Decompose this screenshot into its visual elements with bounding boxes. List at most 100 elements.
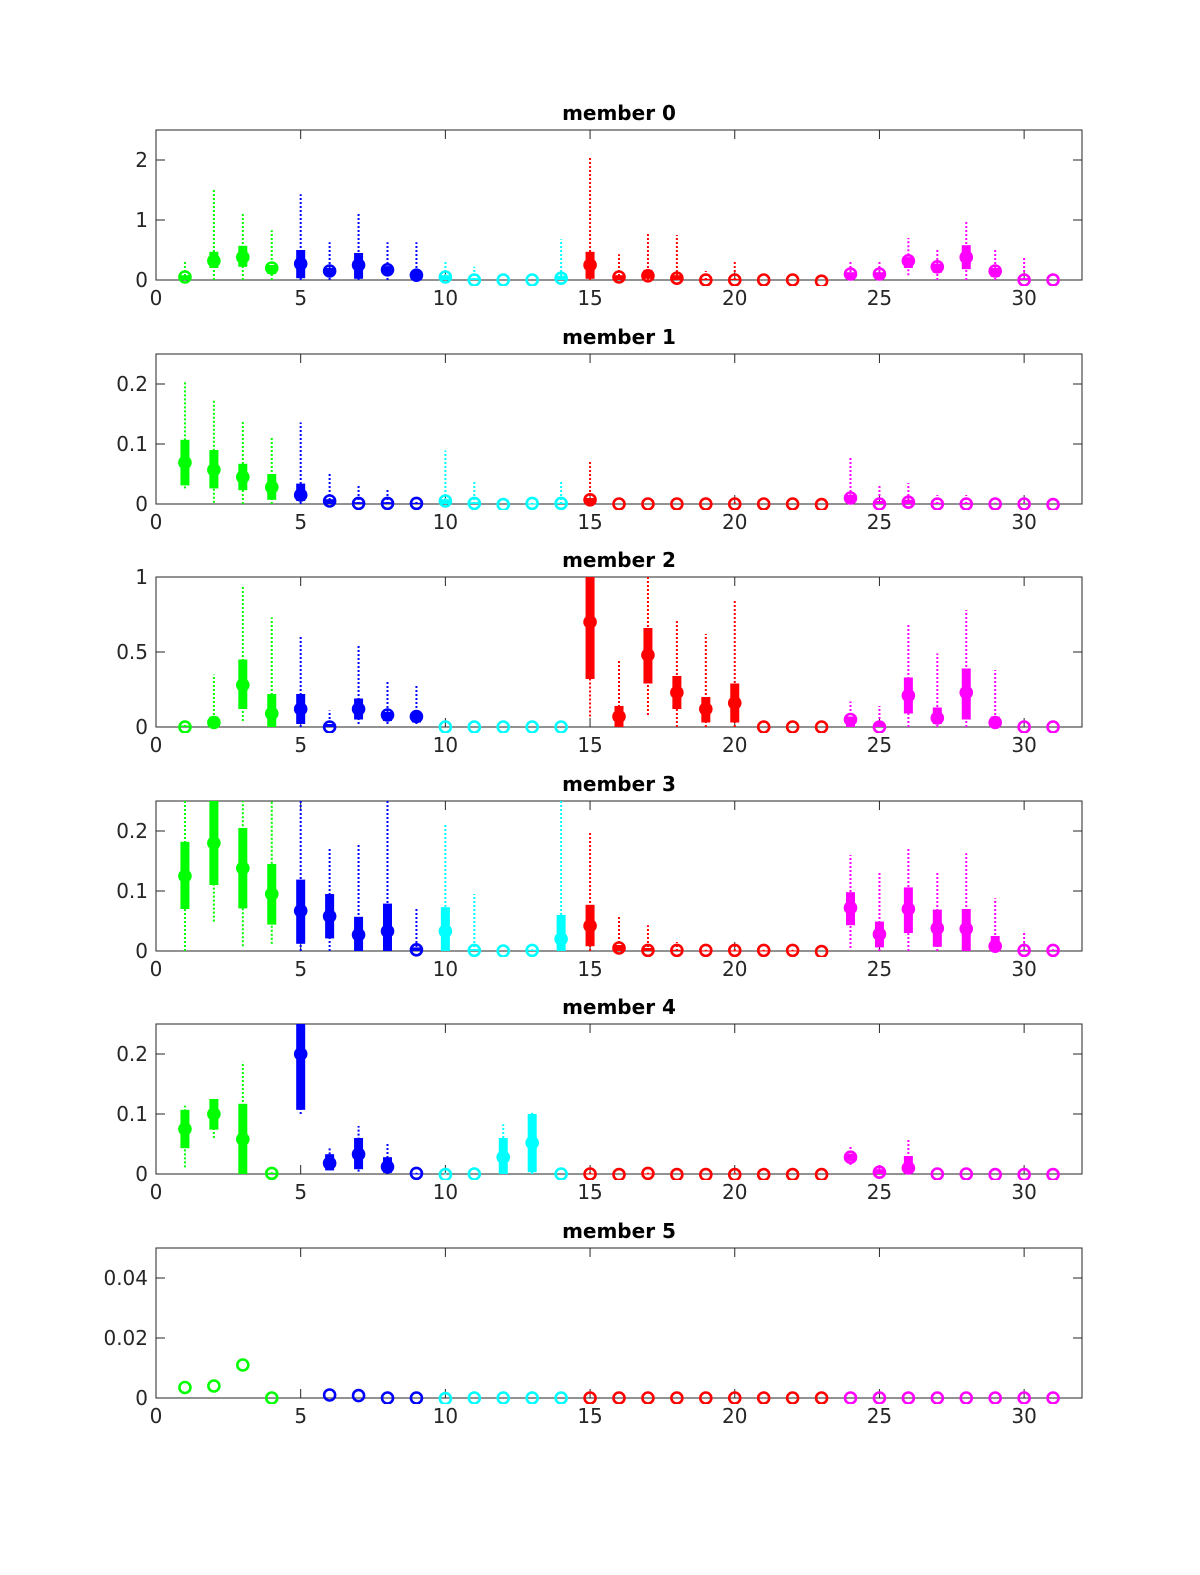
median-marker: [930, 497, 945, 510]
box-x11: [467, 1391, 482, 1404]
box-x12: [496, 1124, 511, 1174]
median-marker: [1046, 720, 1060, 733]
median-marker: [901, 1391, 916, 1404]
median-marker: [207, 1379, 221, 1393]
box-x24: [843, 855, 858, 948]
median-marker: [264, 1391, 279, 1404]
box-x20: [727, 1391, 742, 1404]
box-iqr: [296, 879, 306, 944]
x-tick-label: 10: [433, 1404, 458, 1428]
boxplot-marks: [178, 157, 1060, 286]
box-x20: [727, 262, 742, 286]
y-tick-label: 0: [135, 939, 148, 963]
median-marker: [641, 1166, 655, 1180]
y-tick-label: 2: [135, 148, 148, 172]
box-x22: [785, 273, 800, 286]
median-marker: [612, 1391, 626, 1404]
box-iqr: [585, 1173, 595, 1175]
median-marker: [467, 943, 482, 957]
box-x15: [583, 1391, 597, 1404]
box-x29: [988, 1167, 1002, 1180]
box-x10: [438, 1167, 453, 1180]
x-tick-label: 25: [867, 286, 892, 310]
box-iqr: [180, 725, 190, 727]
median-marker: [178, 720, 192, 733]
box-x17: [641, 1391, 655, 1404]
median-marker: [322, 1388, 337, 1402]
median-marker: [843, 712, 858, 727]
box-x23: [814, 944, 829, 957]
x-tick-label: 5: [294, 957, 307, 981]
median-marker: [1046, 1167, 1060, 1180]
box-x5: [293, 637, 308, 727]
box-x28: [959, 495, 974, 510]
median-marker: [438, 494, 453, 508]
median-marker: [814, 720, 829, 733]
box-iqr: [383, 502, 392, 504]
box-x9: [409, 242, 424, 283]
box-iqr: [556, 502, 566, 504]
median-marker: [496, 497, 511, 510]
box-x11: [467, 894, 482, 957]
x-tick-label: 5: [294, 510, 307, 534]
box-iqr: [1048, 949, 1058, 951]
box-x30: [1017, 1391, 1031, 1404]
box-iqr: [932, 909, 942, 947]
box-iqr: [238, 1103, 248, 1174]
box-x24: [843, 701, 858, 727]
box-x27: [930, 1391, 945, 1404]
box-x19: [699, 1167, 713, 1180]
median-marker: [612, 709, 626, 724]
median-marker: [959, 497, 974, 510]
median-marker: [612, 1167, 626, 1180]
x-tick-label: 25: [867, 510, 892, 534]
x-tick-label: 10: [433, 957, 458, 981]
x-tick-label: 20: [722, 957, 747, 981]
box-iqr: [267, 1172, 277, 1174]
median-marker: [988, 939, 1002, 954]
box-x25: [872, 486, 887, 510]
box-x4: [264, 801, 279, 944]
box-x4: [264, 617, 279, 727]
box-x15: [583, 577, 597, 717]
median-marker: [178, 1122, 192, 1136]
median-marker: [264, 480, 279, 495]
box-x8: [380, 1391, 395, 1404]
x-tick-label: 25: [867, 733, 892, 757]
median-marker: [554, 1391, 568, 1404]
median-marker: [814, 944, 829, 957]
median-marker: [959, 921, 974, 936]
box-x5: [293, 1024, 308, 1114]
box-x20: [727, 601, 742, 727]
box-x26: [901, 847, 916, 951]
median-marker: [727, 273, 742, 286]
median-marker: [322, 720, 337, 733]
box-iqr: [932, 263, 942, 273]
box-x27: [930, 1167, 945, 1180]
median-marker: [670, 943, 684, 957]
box-x4: [264, 230, 279, 280]
x-tick-label: 30: [1011, 733, 1036, 757]
box-iqr: [701, 950, 711, 952]
median-marker: [293, 488, 308, 502]
box-x19: [699, 271, 713, 286]
box-x29: [988, 250, 1002, 280]
median-marker: [467, 720, 482, 733]
box-x24: [843, 457, 858, 505]
box-iqr: [411, 712, 421, 723]
subplot-title: member 4: [562, 995, 676, 1019]
median-marker: [1046, 273, 1060, 286]
box-x12: [496, 497, 511, 510]
box-x3: [236, 1061, 250, 1174]
median-marker: [727, 1167, 742, 1180]
y-tick-label: 0.2: [116, 1042, 148, 1066]
median-marker: [583, 1391, 597, 1404]
box-x25: [872, 1391, 887, 1404]
box-x31: [1046, 720, 1060, 733]
box-iqr: [614, 945, 624, 951]
box-x26: [901, 238, 916, 276]
median-marker: [351, 927, 366, 942]
median-marker: [264, 706, 279, 721]
box-iqr: [180, 275, 190, 280]
median-marker: [207, 253, 221, 268]
